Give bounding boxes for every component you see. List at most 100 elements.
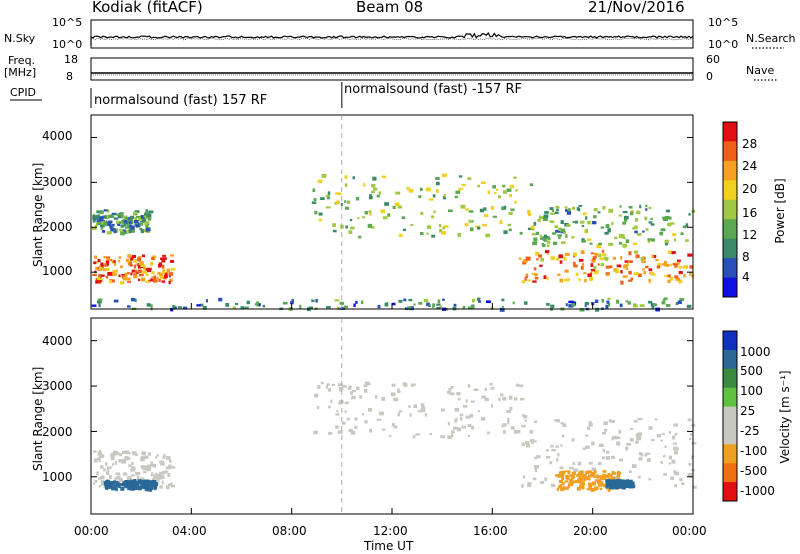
velocity-echo-cell (114, 484, 119, 487)
velocity-echo-cell (326, 383, 331, 386)
power-echo-cell (672, 233, 677, 236)
power-echo-cell (557, 234, 562, 237)
velocity-echo-cell (167, 472, 171, 477)
velocity-echo-cell (97, 457, 100, 460)
velocity-echo-cell (534, 440, 537, 443)
power-echo-cell (558, 236, 561, 240)
power-echo-cell (580, 220, 585, 224)
power-echo-cell (471, 220, 474, 223)
velocity-echo-cell (162, 455, 165, 459)
velocity-echo-cell (555, 474, 560, 477)
power-echo-cell (642, 230, 645, 233)
velocity-echo-cell (672, 442, 678, 445)
power-echo-cell (598, 253, 602, 258)
velocity-echo-cell (602, 470, 607, 473)
velocity-echo-cell (619, 458, 623, 462)
velocity-echo-cell (521, 484, 524, 488)
velocity-echo-cell (122, 450, 126, 454)
power-echo-cell (103, 222, 108, 227)
power-echo-cell (583, 272, 587, 275)
power-echo-cell (568, 208, 571, 212)
power-echo-cell (566, 210, 571, 215)
power-echo-cell (651, 273, 656, 276)
power-echo-cell (408, 188, 414, 193)
power-echo-cell (325, 306, 331, 309)
power-echo-cell (537, 218, 541, 222)
power-echo-cell (616, 299, 619, 302)
velocity-echo-cell (167, 483, 170, 487)
velocity-echo-cell (113, 450, 118, 454)
power-echo-cell (364, 211, 368, 215)
velocity-echo-cell (616, 473, 621, 477)
cpid-segment-1: normalsound (fast) 157 RF (94, 93, 268, 108)
power-echo-cell (147, 211, 151, 216)
power-echo-cell (619, 303, 623, 308)
power-echo-cell (486, 300, 491, 304)
velocity-echo-cell (158, 471, 164, 475)
velocity-echo-cell (117, 475, 120, 479)
velocity-echo-cell (611, 420, 616, 423)
velocity-echo-cell (94, 480, 98, 483)
power-echo-cell (527, 212, 532, 217)
power-echo-cell (137, 269, 142, 273)
velocity-echo-cell (490, 403, 494, 408)
velocity-echo-cell (592, 481, 596, 486)
power-echo-cell (105, 220, 108, 223)
power-echo-cell (553, 241, 558, 246)
velocity-echo-cell (376, 418, 381, 421)
vel-tick-minus100: -100 (740, 444, 768, 458)
power-echo-cell (618, 214, 622, 217)
power-echo-cell (641, 260, 646, 263)
power-echo-cell (380, 209, 385, 214)
velocity-echo-cell (578, 476, 583, 480)
power-echo-cell (172, 305, 176, 309)
power-echo-cell (675, 277, 681, 281)
power-echo-cell (437, 299, 441, 304)
power-echo-cell (138, 278, 141, 282)
power-echo-cell (651, 305, 655, 309)
power-echo-cell (160, 257, 164, 260)
velocity-colorbar-band (723, 425, 737, 445)
power-echo-cell (346, 200, 351, 205)
power-echo-cell (97, 298, 103, 301)
velocity-echo-cell (502, 397, 507, 401)
power-echo-cell (664, 215, 670, 219)
velocity-echo-cell (115, 487, 118, 492)
velocity-echo-cell (350, 430, 356, 435)
power-echo-cell (531, 272, 536, 276)
power-echo-cell (640, 257, 645, 261)
power-echo-cell (622, 211, 628, 214)
power-echo-cell (442, 226, 446, 230)
velocity-echo-cell (159, 460, 164, 464)
power-echo-cell (107, 261, 109, 266)
velocity-echo-cell (104, 482, 108, 487)
velocity-echo-cell (617, 472, 622, 475)
power-echo-cell (111, 228, 116, 232)
velocity-echo-cell (673, 446, 678, 451)
power-echo-cell (678, 265, 683, 269)
velocity-echo-cell (125, 450, 130, 453)
power-tick-12: 12 (742, 228, 758, 242)
power-echo-cell (170, 260, 174, 263)
power-echo-cell (677, 259, 681, 262)
velocity-echo-cell (583, 476, 588, 480)
velocity-echo-cell (447, 421, 450, 426)
velocity-echo-cell (561, 434, 565, 438)
velocity-echo-cell (606, 483, 611, 486)
velocity-echo-cell (171, 484, 175, 488)
power-echo-cell (678, 279, 683, 284)
power-echo-cell (326, 196, 330, 200)
power-echo-cell (419, 187, 423, 192)
power-echo-cell (587, 238, 592, 241)
power-echo-cell (507, 223, 512, 227)
power-echo-cell (458, 187, 463, 191)
power-echo-cell (592, 256, 597, 259)
velocity-echo-cell (477, 410, 480, 413)
power-echo-cell (496, 188, 499, 191)
station-title: Kodiak (fitACF) (92, 0, 203, 16)
power-echo-cell (606, 274, 610, 277)
velocity-echo-cell (616, 441, 621, 446)
power-tick-28: 28 (742, 137, 758, 151)
p2-ytick-3000: 3000 (42, 379, 73, 393)
velocity-colorbar-label: Velocity [m s⁻¹] (778, 370, 792, 464)
